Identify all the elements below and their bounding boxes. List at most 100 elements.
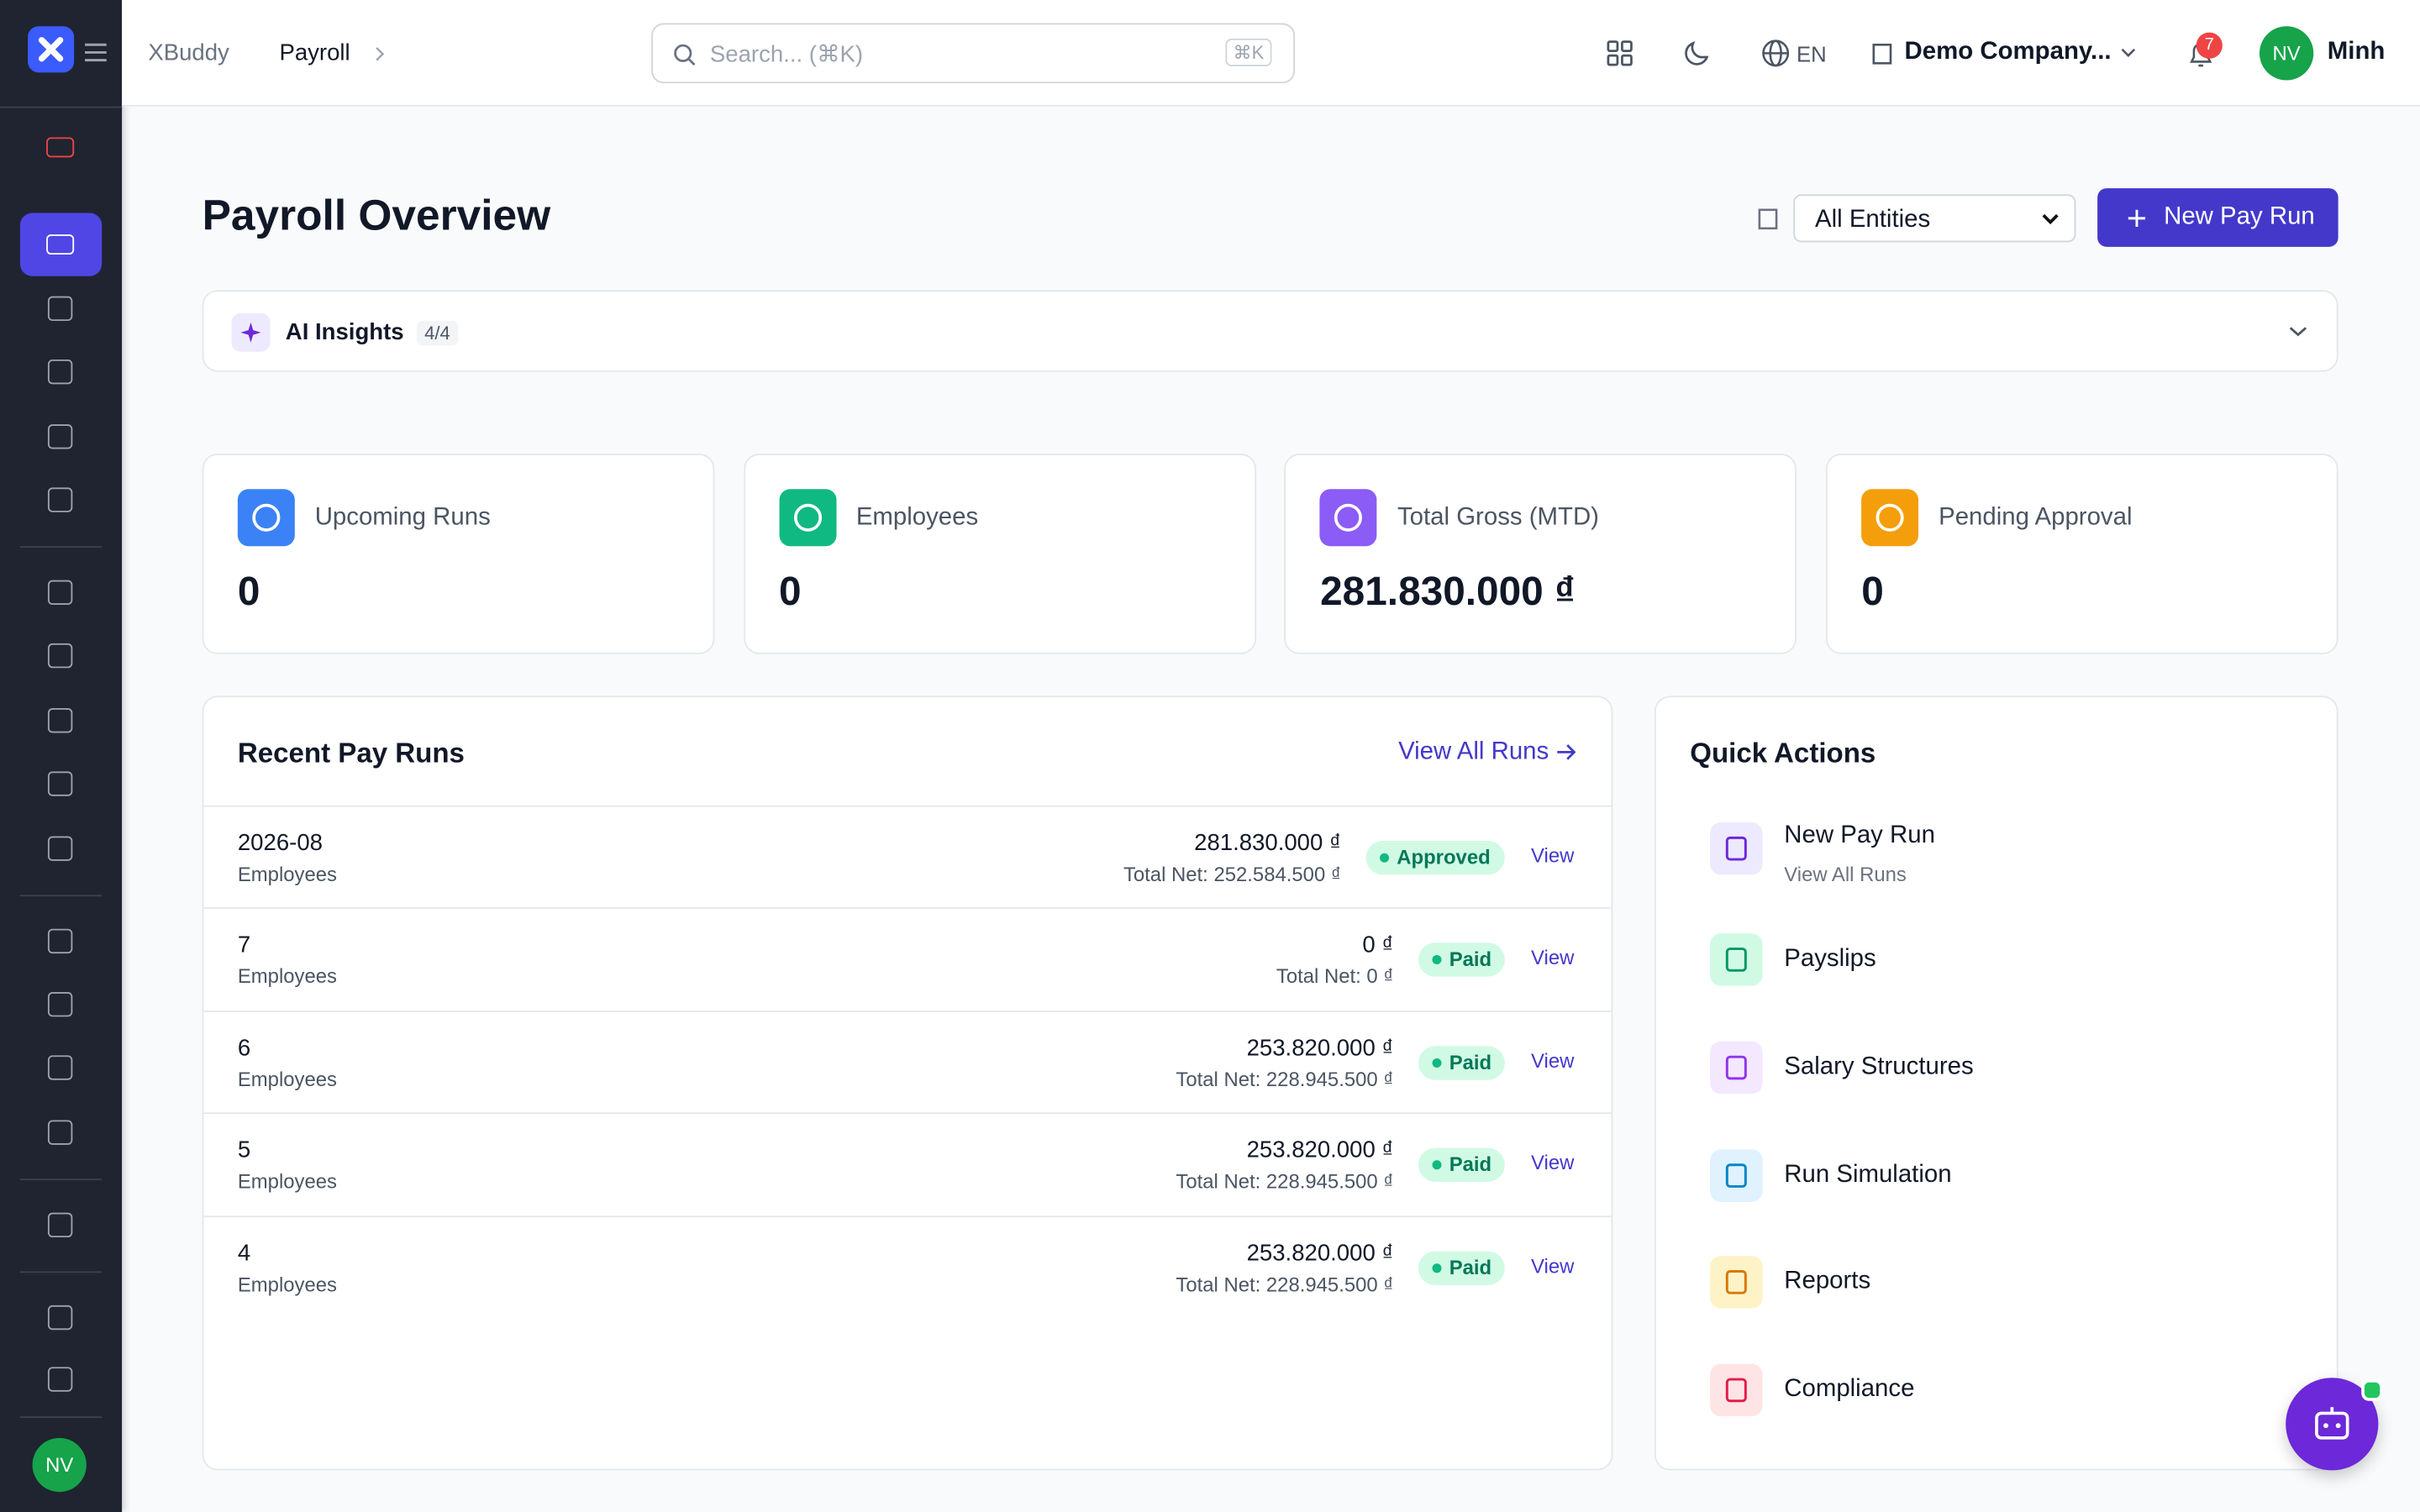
company-name[interactable]: Demo Company...	[1904, 38, 2112, 66]
quick-action-label: New Pay Run	[1784, 822, 1935, 849]
run-sub: Employees	[237, 964, 337, 989]
nav-icon[interactable]	[47, 296, 73, 322]
nav-icon[interactable]	[47, 1305, 73, 1331]
nav-icon[interactable]	[47, 424, 73, 449]
user-avatar[interactable]: NV	[2259, 26, 2314, 81]
ai-count: 4/4	[416, 321, 458, 346]
view-link[interactable]: View	[1531, 1048, 1575, 1073]
quick-glyph	[1725, 1163, 1747, 1188]
menu-toggle[interactable]	[83, 42, 108, 64]
pay-run-row: 4 Employees 253.820.000 ₫ Total Net: 228.94…	[203, 1215, 1612, 1319]
stat-label: Upcoming Runs	[314, 504, 491, 531]
run-amount: 281.830.000 ₫	[1194, 830, 1342, 857]
nav-icon[interactable]	[47, 1367, 73, 1392]
quick-action[interactable]: Compliance	[1710, 1359, 2296, 1420]
stat-icon	[778, 489, 836, 547]
view-link[interactable]: View	[1531, 946, 1575, 970]
new-pay-run-button[interactable]: New Pay Run	[2097, 188, 2338, 247]
quick-action-label: Reports	[1784, 1268, 1871, 1295]
stat-label: Employees	[855, 504, 979, 531]
sparkle	[240, 322, 261, 343]
arrow-icon	[1557, 744, 1576, 760]
run-sub: Employees	[237, 1067, 337, 1091]
status-badge: Paid	[1418, 1147, 1505, 1183]
logo[interactable]	[28, 26, 75, 73]
search-box[interactable]: Search... (⌘K) ⌘K	[651, 23, 1296, 84]
logo-mark	[38, 37, 64, 62]
bot-icon	[2315, 1407, 2349, 1440]
status-badge: Paid	[1418, 1045, 1505, 1080]
new-pay-run-label: New Pay Run	[2164, 203, 2315, 230]
nav-icon[interactable]	[47, 643, 73, 669]
sidebar-avatar[interactable]: NV	[32, 1437, 87, 1493]
divider	[0, 106, 123, 108]
recent-pay-runs: Recent Pay Runs View All Runs 2026-08 Emp…	[202, 696, 1613, 1471]
pay-run-row: 5 Employees 253.820.000 ₫ Total Net: 228.94…	[203, 1112, 1612, 1216]
quick-action-icon	[1710, 933, 1763, 986]
theme-toggle[interactable]	[1684, 40, 1710, 66]
entity-icon	[1758, 208, 1778, 230]
quick-actions: Quick Actions New Pay Run View All Runs Pa…	[1654, 696, 2338, 1471]
language[interactable]: EN	[1796, 41, 1827, 66]
quick-action-label: Run Simulation	[1784, 1162, 1952, 1189]
plus-icon	[2128, 209, 2146, 228]
nav-icon[interactable]	[47, 1055, 73, 1080]
view-link[interactable]: View	[1531, 843, 1575, 868]
stat-card: Pending Approval 0	[1826, 454, 2338, 654]
breadcrumb-root[interactable]: XBuddy	[148, 39, 229, 66]
status-badge: Approved	[1365, 841, 1505, 875]
run-net: Total Net: 252.584.500 ₫	[1123, 862, 1342, 886]
stat-icon	[1861, 489, 1919, 547]
run-sub: Employees	[237, 1272, 337, 1296]
notification-count: 7	[2196, 32, 2223, 59]
stat-value: 0	[1861, 567, 1884, 615]
run-net: Total Net: 228.945.500 ₫	[1176, 1067, 1394, 1091]
language-icon[interactable]	[1761, 39, 1791, 68]
view-link[interactable]: View	[1531, 1151, 1575, 1175]
quick-action-label: Salary Structures	[1784, 1053, 1974, 1080]
quick-action[interactable]: Salary Structures	[1710, 1037, 2296, 1098]
ai-insights[interactable]: AI Insights 4/4	[202, 290, 2338, 372]
quick-action[interactable]: Run Simulation	[1710, 1145, 2296, 1206]
nav-icon[interactable]	[47, 580, 73, 606]
entity-select-value: All Entities	[1815, 207, 1931, 234]
quick-action[interactable]: Payslips	[1710, 929, 2296, 990]
divider	[19, 895, 103, 897]
nav-icon[interactable]	[47, 708, 73, 733]
user-name[interactable]: Minh	[2327, 38, 2386, 66]
nav-icon[interactable]	[47, 1120, 73, 1145]
run-name: 2026-08	[237, 830, 323, 857]
view-link[interactable]: View	[1531, 1253, 1575, 1278]
quick-action[interactable]: New Pay Run View All Runs	[1710, 817, 2296, 885]
nav-icon[interactable]	[47, 487, 73, 512]
company-icon	[1872, 43, 1892, 65]
quick-action-icon	[1710, 1041, 1763, 1095]
expand-caret	[2289, 327, 2307, 337]
stat-glyph	[1334, 503, 1363, 532]
divider	[19, 1179, 103, 1181]
stat-icon	[1320, 489, 1378, 547]
quick-glyph	[1725, 948, 1747, 972]
pay-run-row: 6 Employees 253.820.000 ₫ Total Net: 228.94…	[203, 1010, 1612, 1114]
chatbot-button[interactable]	[2286, 1378, 2383, 1471]
online-dot	[2361, 1379, 2383, 1401]
nav-icon[interactable]	[47, 359, 73, 385]
stat-card: Employees 0	[743, 454, 1256, 654]
nav-icon[interactable]	[46, 137, 75, 158]
nav-icon[interactable]	[47, 928, 73, 954]
run-sub: Employees	[237, 1169, 337, 1194]
nav-icon[interactable]	[47, 771, 73, 796]
ai-icon	[231, 312, 271, 352]
nav-icon[interactable]	[47, 1212, 73, 1238]
quick-action[interactable]: Reports	[1710, 1252, 2296, 1313]
entity-select[interactable]: All Entities	[1793, 194, 2076, 243]
quick-action-icon	[1710, 822, 1763, 875]
search-icon	[674, 44, 696, 66]
nav-icon[interactable]	[47, 836, 73, 861]
nav-icon[interactable]	[47, 992, 73, 1017]
view-all-runs[interactable]: View All Runs	[1398, 738, 1549, 766]
breadcrumb-sep	[376, 47, 385, 61]
run-net: Total Net: 228.945.500 ₫	[1176, 1272, 1394, 1296]
nav-active[interactable]	[19, 213, 103, 276]
apps-icon[interactable]	[1607, 40, 1633, 66]
